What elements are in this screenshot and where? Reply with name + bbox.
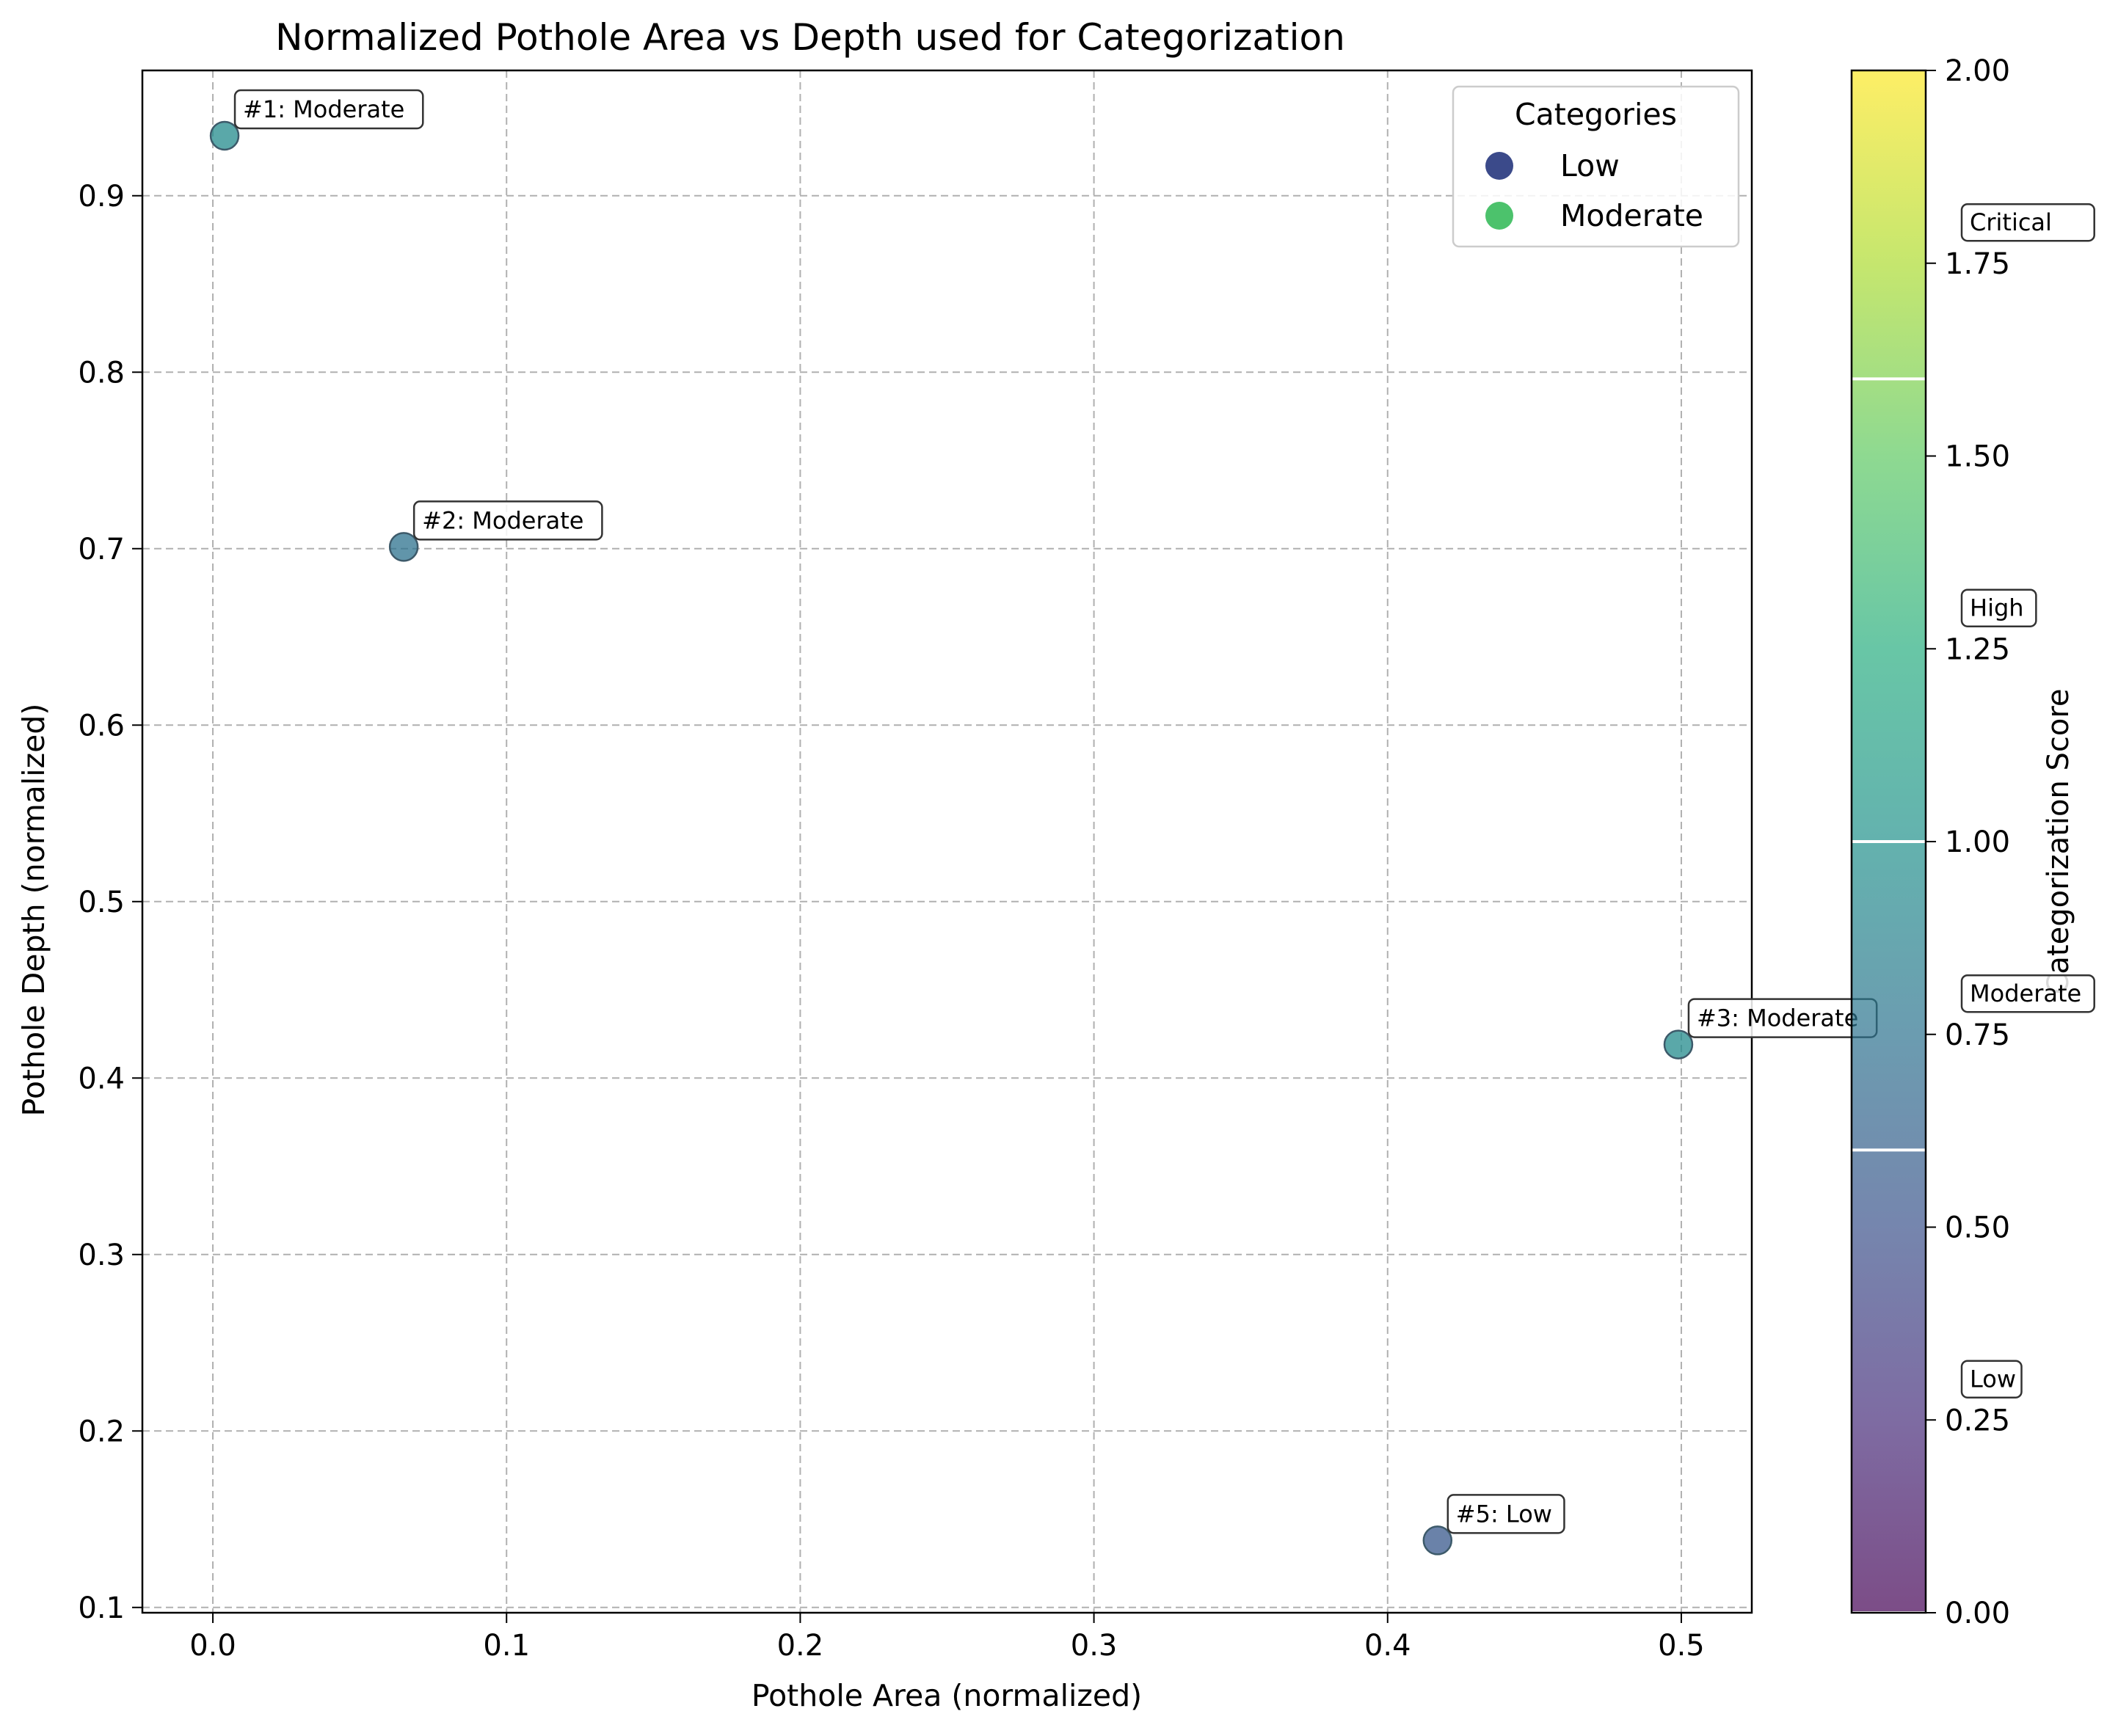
y-tick-label: 0.6 [78, 709, 125, 743]
colorbar-tick-label: 2.00 [1945, 54, 2010, 88]
colorbar-category-box [1960, 974, 2095, 1013]
annotation-box [233, 89, 424, 130]
colorbar-tick-label: 1.25 [1945, 632, 2010, 666]
x-tick-label: 0.0 [189, 1629, 236, 1663]
y-axis-label: Pothole Depth (normalized) [16, 704, 51, 1117]
legend-title: Categories [1515, 97, 1677, 132]
x-tick-label: 0.2 [777, 1629, 824, 1663]
y-tick-label: 0.3 [78, 1239, 125, 1272]
colorbar-tick-label: 1.00 [1945, 825, 2010, 859]
x-axis-label: Pothole Area (normalized) [752, 1678, 1142, 1713]
colorbar-tick-label: 1.75 [1945, 247, 2010, 281]
x-tick-label: 0.4 [1364, 1629, 1411, 1663]
colorbar: 0.00 0.25 0.50 0.75 1.00 1.25 1.50 1.75 2.00 Cate… [1850, 54, 2095, 1630]
y-tick-label: 0.2 [78, 1415, 125, 1448]
y-tick-label: 0.7 [78, 533, 125, 566]
legend-label: Moderate [1560, 198, 1703, 233]
colorbar-category-box [1960, 203, 2095, 242]
y-tick-label: 0.1 [78, 1591, 125, 1625]
colorbar-tick-label: 0.50 [1945, 1211, 2010, 1245]
plot-frame [141, 69, 1753, 1614]
scatter-point [388, 532, 419, 562]
chart-title: Normalized Pothole Area vs Depth used fo… [275, 16, 1345, 59]
data-points [209, 120, 1694, 1556]
colorbar-category-box [1960, 1360, 2023, 1398]
colorbar-label: Categorization Score [2042, 688, 2075, 994]
y-tick-label: 0.8 [78, 356, 125, 390]
y-tick-label: 0.5 [78, 886, 125, 919]
legend-marker [1485, 152, 1513, 180]
legend-marker [1485, 202, 1513, 230]
scatter-point [1663, 1029, 1694, 1060]
x-tick-label: 0.5 [1658, 1629, 1705, 1663]
y-tick-label: 0.4 [78, 1062, 125, 1095]
colorbar-tick-label: 1.50 [1945, 440, 2010, 474]
colorbar-category-label: Moderate [1970, 980, 2081, 1007]
colorbar-tick-label: 0.00 [1945, 1597, 2010, 1630]
y-tick-label: 0.9 [78, 180, 125, 214]
scatter-point [209, 120, 240, 151]
grid [142, 70, 1752, 1613]
annotation-box [412, 500, 603, 541]
annotation-label: #3: Moderate [1697, 1004, 1858, 1032]
point-annotations: #1: Moderate #2: Moderate #3: Moderate #5: … [233, 89, 1878, 1534]
colorbar-category-label: High [1970, 594, 2024, 622]
scatter-point [1422, 1525, 1453, 1556]
x-tick-label: 0.3 [1071, 1629, 1118, 1663]
x-tick-label: 0.1 [483, 1629, 530, 1663]
annotation-box [1446, 1494, 1565, 1534]
annotation-label: #1: Moderate [243, 95, 404, 123]
colorbar-category-box [1960, 588, 2037, 627]
colorbar-category-label: Low [1970, 1365, 2016, 1393]
legend-box [1452, 85, 1740, 248]
colorbar-tick-label: 0.75 [1945, 1018, 2010, 1052]
colorbar-tick-label: 0.25 [1945, 1404, 2010, 1437]
annotation-label: #5: Low [1456, 1500, 1552, 1528]
annotation-label: #2: Moderate [422, 506, 583, 534]
legend-label: Low [1560, 148, 1620, 183]
axes: 0.0 0.1 0.2 0.3 0.4 0.5 0.1 0.2 0.3 0.4 0.5 0.6 0.7 0… [78, 69, 1753, 1663]
colorbar-category-label: Critical [1970, 208, 2052, 236]
legend: Categories Low Moderate [1452, 85, 1740, 248]
